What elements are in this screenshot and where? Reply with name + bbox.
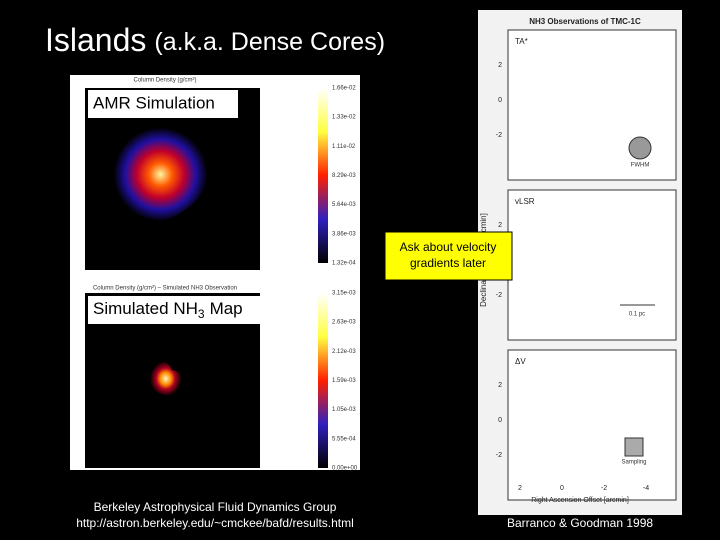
colorbar-label: 1.59e-03 (332, 378, 356, 384)
contour (533, 71, 607, 129)
figure-title: NH3 Observations of TMC-1C (529, 17, 641, 26)
contour (542, 238, 598, 282)
x-tick-label: 0 (560, 485, 564, 492)
callout-line: gradients later (410, 256, 486, 270)
colorbar-label: 1.33e-02 (332, 115, 356, 121)
callout-box (384, 231, 513, 281)
sampling-box (624, 437, 644, 457)
contour (551, 85, 589, 115)
credit: http://astron.berkeley.edu/~cmckee/bafd/… (76, 516, 354, 530)
callout: Ask about velocity gradients later (400, 240, 497, 270)
title-rest: (a.k.a. Dense Cores) (154, 28, 385, 56)
caption: Column Density (g/cm²) – Simulated NH3 O… (93, 286, 237, 292)
scale: 0.1 pc (629, 312, 645, 318)
colorbar-label: 2.12e-03 (332, 349, 356, 355)
density-blob (113, 127, 208, 222)
y-tick-label: 0 (498, 97, 502, 104)
contour (542, 398, 598, 442)
panel (507, 189, 677, 341)
y-tick-label: -2 (496, 132, 502, 139)
colorbar-label: 3.86e-03 (332, 231, 356, 237)
colorbar (318, 293, 328, 468)
title: Islands (a.k.a. Dense Cores) (45, 22, 385, 58)
colorbar (318, 88, 328, 263)
y-tick-label: 0 (498, 417, 502, 424)
x-axis-label: Right Ascension Offset [arcmin] (531, 497, 629, 504)
y-tick-label: -2 (496, 452, 502, 459)
contour (551, 245, 589, 275)
panel-label: TA* (515, 37, 528, 46)
title-main: Islands (45, 22, 146, 58)
callout-line: Ask about velocity (400, 240, 497, 254)
sampling: Sampling (621, 460, 646, 466)
colorbar-label: 8.29e-03 (332, 173, 356, 179)
y-tick-label: -2 (496, 292, 502, 299)
colorbar-label: 5.64e-03 (332, 202, 356, 208)
label-rest: Map (210, 299, 243, 318)
contour (542, 78, 598, 122)
contour (533, 391, 607, 449)
colorbar-label: 0.00e+00 (332, 466, 358, 472)
panel (507, 29, 677, 181)
colorbar-label: 2.63e-03 (332, 320, 356, 326)
label: Simulated NH3 Map (93, 299, 243, 321)
y-tick-label: 2 (498, 62, 502, 69)
label-box (88, 90, 238, 118)
label-sub: 3 (198, 307, 205, 321)
x-tick-label: -2 (601, 485, 607, 492)
panel (507, 349, 677, 501)
density-blob (150, 361, 182, 397)
colorbar-label: 1.66e-02 (332, 86, 356, 92)
beam (628, 136, 652, 160)
x-tick-label: 2 (518, 485, 522, 492)
colorbar-label: 1.05e-03 (332, 407, 356, 413)
credit: Berkeley Astrophysical Fluid Dynamics Gr… (94, 500, 337, 514)
label-box (88, 296, 263, 324)
panel-label: vLSR (515, 197, 535, 206)
y-tick-label: 2 (498, 382, 502, 389)
panel-label: ΔV (515, 357, 526, 366)
contour (533, 231, 607, 289)
y-tick-label: 2 (498, 222, 502, 229)
label-main: Simulated NH (93, 299, 198, 318)
caption: Column Density (g/cm²) (133, 78, 196, 84)
colorbar-label: 5.55e-04 (332, 436, 356, 442)
colorbar-label: 3.15e-03 (332, 291, 356, 297)
colorbar-label: 1.11e-02 (332, 144, 356, 150)
label: AMR Simulation (93, 93, 215, 112)
x-tick-label: -4 (643, 485, 649, 492)
fwhm: FWHM (631, 163, 650, 169)
credit: Barranco & Goodman 1998 (507, 516, 653, 530)
colorbar-label: 1.32e-04 (332, 261, 356, 267)
contour (551, 405, 589, 435)
